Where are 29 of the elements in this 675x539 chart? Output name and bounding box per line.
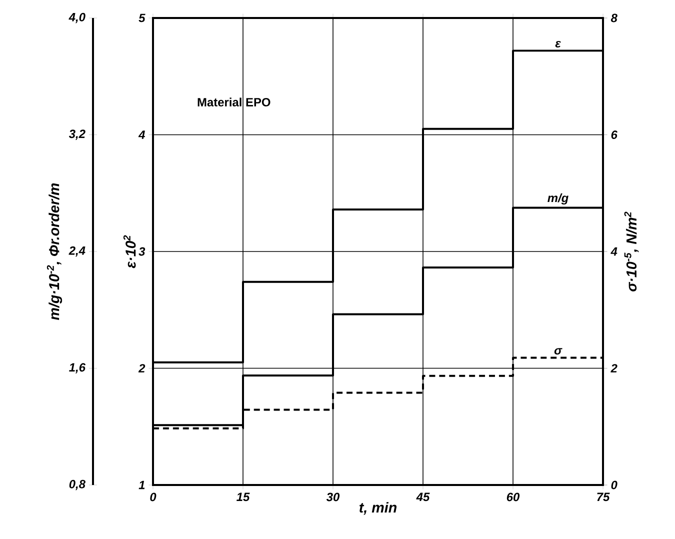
y2-axis-title: σ·10$^{-5}$, N/m$^{2}$ bbox=[624, 212, 639, 292]
y-tick-label: 3 bbox=[138, 247, 146, 256]
y-tick-label: 4 bbox=[138, 130, 146, 139]
series-label: σ bbox=[554, 348, 562, 355]
y3-tick-label: 2,4 bbox=[68, 246, 86, 257]
y2-tick-label: 6 bbox=[611, 130, 618, 139]
x-tick-label: 0 bbox=[150, 492, 156, 502]
y2-tick-label: 0 bbox=[611, 480, 618, 490]
y2-tick-label: 2 bbox=[610, 364, 618, 372]
series-label: m/g bbox=[548, 193, 568, 205]
y3-tick-label: 4,0 bbox=[68, 12, 86, 24]
y-tick-label: 5 bbox=[138, 14, 146, 22]
y-tick-label: 2 bbox=[138, 364, 146, 372]
y3-tick-label: 1,6 bbox=[69, 363, 86, 374]
y-tick-label: 1 bbox=[138, 480, 145, 490]
y2-tick-label: 4 bbox=[610, 247, 618, 256]
y3-tick-label: 0,8 bbox=[69, 480, 86, 490]
annotation: Material EPO bbox=[198, 98, 270, 106]
x-tick-label: 45 bbox=[416, 492, 430, 502]
series-label: ε bbox=[555, 40, 561, 48]
x-tick-label: 60 bbox=[506, 492, 520, 502]
y2-tick-label: 8 bbox=[610, 14, 618, 22]
x-tick-label: 30 bbox=[326, 492, 340, 502]
y3-tick-label: 3,2 bbox=[68, 130, 86, 140]
y3-axis-title: m/g·10$^{-2}$, Φr.order/m bbox=[46, 183, 62, 320]
x-tick-label: 15 bbox=[236, 492, 250, 502]
x-tick-label: 75 bbox=[597, 492, 610, 502]
y-axis-title: ε·10$^{2}$ bbox=[123, 235, 136, 268]
x-axis-title: t, min bbox=[359, 502, 397, 515]
